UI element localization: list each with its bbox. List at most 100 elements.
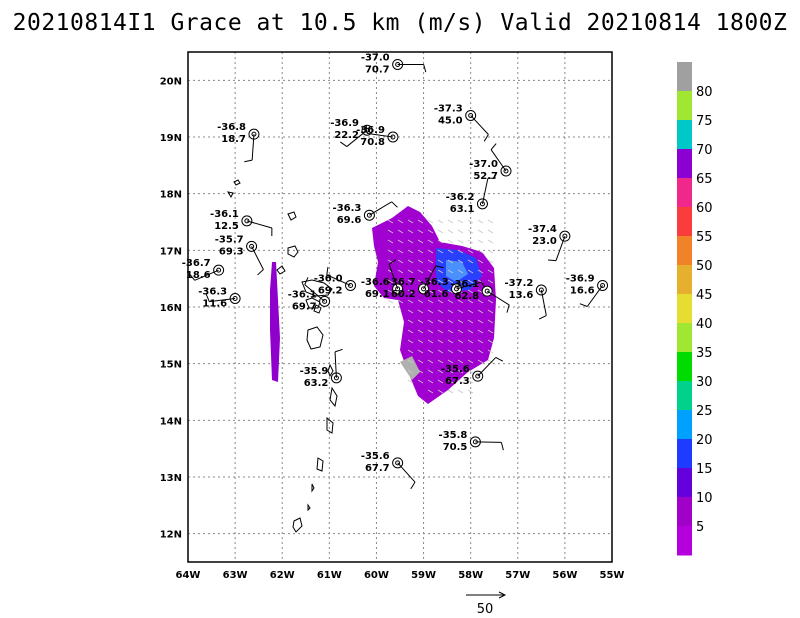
colorbar-label: 25 <box>696 404 713 419</box>
wind-vector <box>447 369 454 374</box>
wind-barb-staff <box>194 269 219 281</box>
station-temperature: -37.4 <box>528 224 557 235</box>
colorbar-label: 75 <box>696 114 713 129</box>
wind-vector <box>477 309 484 314</box>
station-temperature: -37.0 <box>469 159 498 170</box>
station-marker: -36.263.1 <box>446 177 496 215</box>
wind-vector <box>457 309 464 314</box>
wind-vector <box>467 289 474 294</box>
station-marker: -36.162.8 <box>450 279 510 313</box>
map-frame <box>187 51 613 563</box>
wind-barb-feather <box>423 64 427 73</box>
colorbar-label: 20 <box>696 433 713 448</box>
station-temperature: -36.9 <box>566 273 595 284</box>
station-inner-ring <box>395 286 401 292</box>
station-temperature: -36.9 <box>356 125 385 136</box>
wind-vector <box>417 299 424 304</box>
wind-vector <box>447 279 454 284</box>
wind-vector <box>397 229 404 234</box>
wind-barb-staff <box>555 235 566 261</box>
wind-vector <box>447 379 454 384</box>
wind-vector <box>447 349 454 354</box>
station-speed: 22.2 <box>334 130 359 141</box>
lon-tick-label: 56W <box>552 570 577 581</box>
wind-vector <box>457 389 464 394</box>
station-marker: -36.369.6 <box>333 201 398 226</box>
colorbar-segment <box>677 497 692 527</box>
wind-vector <box>427 379 434 384</box>
wind-vector <box>457 379 464 384</box>
station-speed: 69.2 <box>318 285 343 296</box>
wind-barb-feather <box>326 266 329 275</box>
cloud-band-west <box>270 262 280 382</box>
wind-vector <box>457 349 464 354</box>
wind-vector <box>407 359 414 364</box>
wind-barb-staff <box>334 351 337 378</box>
station-inner-ring <box>484 288 490 294</box>
station-speed: 60.2 <box>391 289 416 300</box>
wind-vector <box>467 319 474 324</box>
lon-tick-label: 55W <box>600 570 625 581</box>
wind-vector <box>417 279 424 284</box>
wind-vector <box>437 219 444 224</box>
wind-vector <box>467 309 474 314</box>
wind-barb-feather <box>257 269 264 276</box>
colorbar-segment <box>677 178 692 208</box>
station-temperature: -36.8 <box>217 122 246 133</box>
wind-barb-staff <box>367 132 394 138</box>
lon-tick-label: 64W <box>176 570 201 581</box>
wind-vector <box>457 279 464 284</box>
wind-vector <box>417 239 424 244</box>
wind-vector <box>407 379 414 384</box>
station-speed: 67.3 <box>445 376 470 387</box>
wind-vector <box>487 219 494 224</box>
wind-vector <box>447 269 454 274</box>
colorbar-label: 15 <box>696 462 713 477</box>
wind-vector <box>397 219 404 224</box>
station-inner-ring <box>454 286 460 292</box>
wind-vector <box>427 249 434 254</box>
wind-vector <box>407 339 414 344</box>
wind-barb-staff <box>456 281 482 290</box>
station-temperature: -36.1 <box>210 209 239 220</box>
station-marker: -36.760.2 <box>387 265 444 300</box>
wind-vector <box>417 359 424 364</box>
wind-vector <box>487 319 494 324</box>
scale-arrow: 50 <box>466 591 507 617</box>
station-marker: -36.818.7 <box>217 122 260 163</box>
wind-vector <box>417 229 424 234</box>
station-speed: 63.1 <box>450 204 475 215</box>
station-temperature: -36.7 <box>182 258 211 269</box>
wind-vector <box>427 219 434 224</box>
station-marker: -37.052.7 <box>469 143 512 182</box>
wind-vector <box>397 249 404 254</box>
station-temperature: -37.2 <box>505 278 534 289</box>
wind-vector <box>427 239 434 244</box>
wind-vector <box>487 239 494 244</box>
colorbar-label: 65 <box>696 172 713 187</box>
wind-vector <box>427 369 434 374</box>
wind-vector <box>407 239 414 244</box>
lon-tick-label: 61W <box>317 570 342 581</box>
wind-vector <box>417 329 424 334</box>
lon-tick-label: 59W <box>411 570 436 581</box>
wind-vector <box>437 269 444 274</box>
colorbar-label: 55 <box>696 230 713 245</box>
lat-tick-label: 17N <box>160 246 182 257</box>
wind-vector <box>437 289 444 294</box>
wind-vector <box>407 249 414 254</box>
station-inner-ring <box>244 218 250 224</box>
station-speed: 12.5 <box>214 221 239 232</box>
colorbar-segment <box>677 294 692 324</box>
colorbar-label: 30 <box>696 375 713 390</box>
station-temperature: -35.6 <box>441 364 470 375</box>
station-speed: 67.7 <box>365 463 390 474</box>
wind-vector <box>477 249 484 254</box>
wind-vector <box>447 329 454 334</box>
station-inner-ring <box>395 460 401 466</box>
wind-vector <box>397 239 404 244</box>
colorbar-segment <box>677 410 692 440</box>
station-speed: 45.0 <box>438 115 463 126</box>
station-temperature: -36.7 <box>387 277 416 288</box>
station-inner-ring <box>475 373 481 379</box>
